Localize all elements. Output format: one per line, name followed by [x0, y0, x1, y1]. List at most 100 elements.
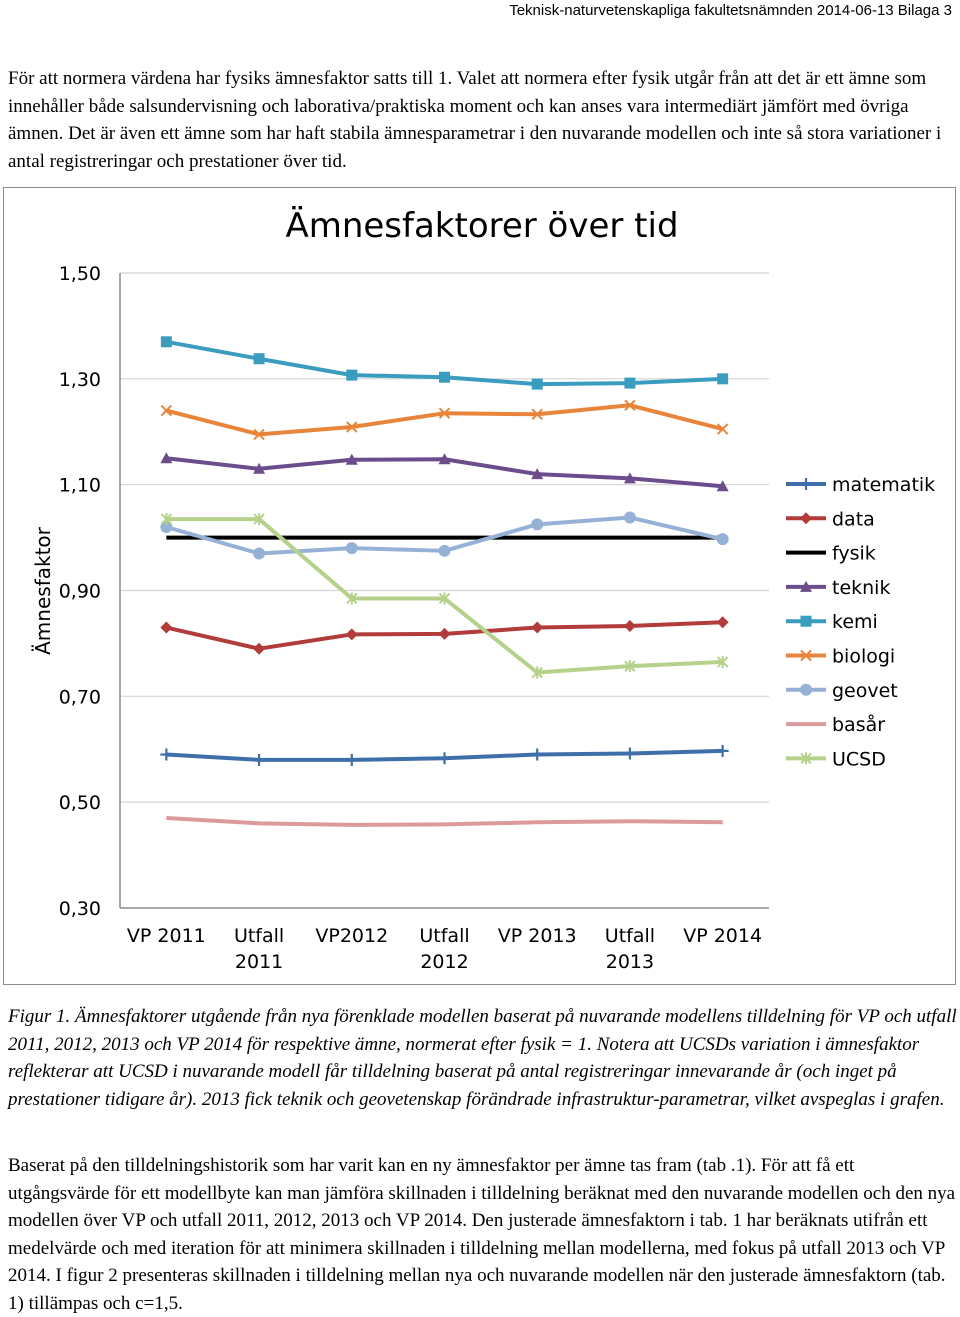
data-point-kemi: [717, 373, 729, 385]
data-point-teknik: [438, 453, 451, 465]
data-point-matematik: [531, 748, 544, 761]
x-tick-label: VP 2011: [127, 925, 206, 947]
data-point-ucsd: [438, 592, 451, 605]
intro-paragraph: För att normera värdena har fysiks ämnes…: [8, 68, 942, 172]
x-tick-label: Utfall: [419, 925, 469, 947]
data-point-ucsd: [346, 592, 358, 605]
data-point-kemi: [160, 336, 172, 348]
data-point-teknik: [623, 472, 636, 484]
data-point-biologi: [253, 428, 265, 441]
chart-frame: 1,50 1,30 1,10 0,90 0,70 0,50 0,30 VP 2011 Utfal…: [3, 187, 956, 985]
series-ucsd: [160, 513, 729, 679]
legend-label: matematik: [832, 474, 935, 496]
series-bas-r: [166, 816, 723, 827]
legend-label: geovet: [832, 680, 898, 702]
y-tick-label: 0,30: [59, 898, 101, 920]
chart-gridlines: [120, 272, 769, 803]
legend-item-fysik: fysik: [786, 543, 876, 565]
legend-item-kemi: kemi: [786, 611, 878, 633]
legend-marker: [800, 512, 812, 525]
data-point-matematik: [623, 747, 636, 760]
data-point-ucsd: [531, 666, 543, 679]
chart-series: [160, 336, 729, 827]
data-point-geovet: [438, 544, 451, 557]
legend-label: fysik: [832, 543, 876, 565]
figure-caption: Figur 1. Ämnesfaktorer utgående från nya…: [8, 1006, 957, 1110]
legend-marker: [800, 478, 812, 490]
data-point-teknik: [531, 468, 544, 480]
data-point-matematik: [438, 752, 451, 765]
legend-marker: [800, 649, 812, 662]
data-point-data: [716, 616, 729, 629]
data-point-geovet: [531, 518, 544, 531]
chart-axes: 1,50 1,30 1,10 0,90 0,70 0,50 0,30 VP 2011 Utfal…: [59, 263, 769, 973]
data-point-data: [345, 628, 358, 641]
legend-item-bas-r: basår: [786, 713, 885, 736]
data-point-data: [531, 621, 544, 634]
y-tick-label: 0,70: [59, 686, 101, 708]
data-point-biologi: [624, 399, 636, 411]
y-tick-label: 0,50: [59, 792, 101, 814]
y-tick-label: 1,50: [59, 263, 101, 285]
legend-item-biologi: biologi: [786, 646, 895, 668]
x-tick-label: 2012: [420, 951, 468, 973]
data-point-matematik: [253, 753, 266, 766]
legend-marker: [800, 615, 812, 627]
x-tick-label: VP2012: [315, 925, 388, 947]
data-point-ucsd: [160, 513, 173, 526]
chart-y-axis-label: Ämnesfaktor: [31, 526, 55, 655]
data-point-teknik: [345, 453, 358, 465]
data-point-kemi: [346, 369, 358, 381]
y-tick-label: 1,30: [59, 369, 101, 391]
data-point-kemi: [624, 377, 636, 389]
body-paragraph: Baserat på den tilldelningshistorik som …: [8, 1155, 956, 1314]
data-point-geovet: [253, 547, 266, 560]
page-header: Teknisk-naturvetenskapliga fakultetsnämn…: [509, 2, 952, 19]
x-tick-label: VP 2014: [683, 925, 762, 947]
data-point-kemi: [439, 371, 450, 383]
data-point-teknik: [716, 480, 729, 492]
legend-item-ucsd: UCSD: [786, 748, 886, 770]
legend-item-geovet: geovet: [786, 680, 898, 702]
series-kemi: [160, 336, 729, 390]
data-point-data: [160, 621, 173, 634]
series-teknik: [160, 452, 729, 492]
x-tick-label: VP 2013: [498, 925, 577, 947]
data-point-ucsd: [624, 660, 636, 673]
series-line-bas-r: [166, 816, 723, 827]
legend-marker: [800, 752, 812, 765]
x-tick-label: 2011: [235, 951, 283, 973]
chart-legend: matematik data fysik teknik kemi biologi geove…: [786, 474, 935, 770]
legend-marker: [800, 580, 812, 592]
amnesfaktor-line-chart: 1,50 1,30 1,10 0,90 0,70 0,50 0,30 VP 2011 Utfal…: [31, 206, 935, 973]
data-point-teknik: [160, 452, 173, 464]
data-point-matematik: [345, 753, 358, 766]
x-tick-label: Utfall: [234, 925, 284, 947]
data-point-teknik: [253, 462, 266, 474]
series-data: [160, 616, 729, 655]
chart-title: Ämnesfaktorer över tid: [285, 206, 678, 246]
data-point-matematik: [160, 748, 173, 761]
data-point-biologi: [531, 408, 543, 420]
legend-label: teknik: [832, 577, 890, 599]
data-point-geovet: [623, 511, 636, 524]
data-point-ucsd: [253, 513, 265, 526]
legend-marker: [800, 683, 812, 696]
series-matematik: [160, 744, 729, 766]
data-point-biologi: [346, 421, 358, 433]
data-point-data: [623, 619, 636, 632]
data-point-geovet: [160, 521, 173, 533]
series-line-biologi: [165, 403, 724, 437]
legend-label: biologi: [832, 646, 895, 668]
data-point-kemi: [531, 378, 543, 390]
x-tick-label: Utfall: [605, 925, 655, 947]
legend-item-matematik: matematik: [786, 474, 935, 496]
legend-label: data: [832, 508, 875, 530]
data-point-biologi: [716, 423, 729, 435]
y-tick-label: 1,10: [59, 475, 101, 497]
data-point-biologi: [438, 407, 451, 419]
x-tick-label: 2013: [606, 951, 654, 973]
legend-item-data: data: [786, 508, 875, 530]
data-point-ucsd: [716, 655, 729, 668]
data-point-data: [253, 642, 266, 655]
